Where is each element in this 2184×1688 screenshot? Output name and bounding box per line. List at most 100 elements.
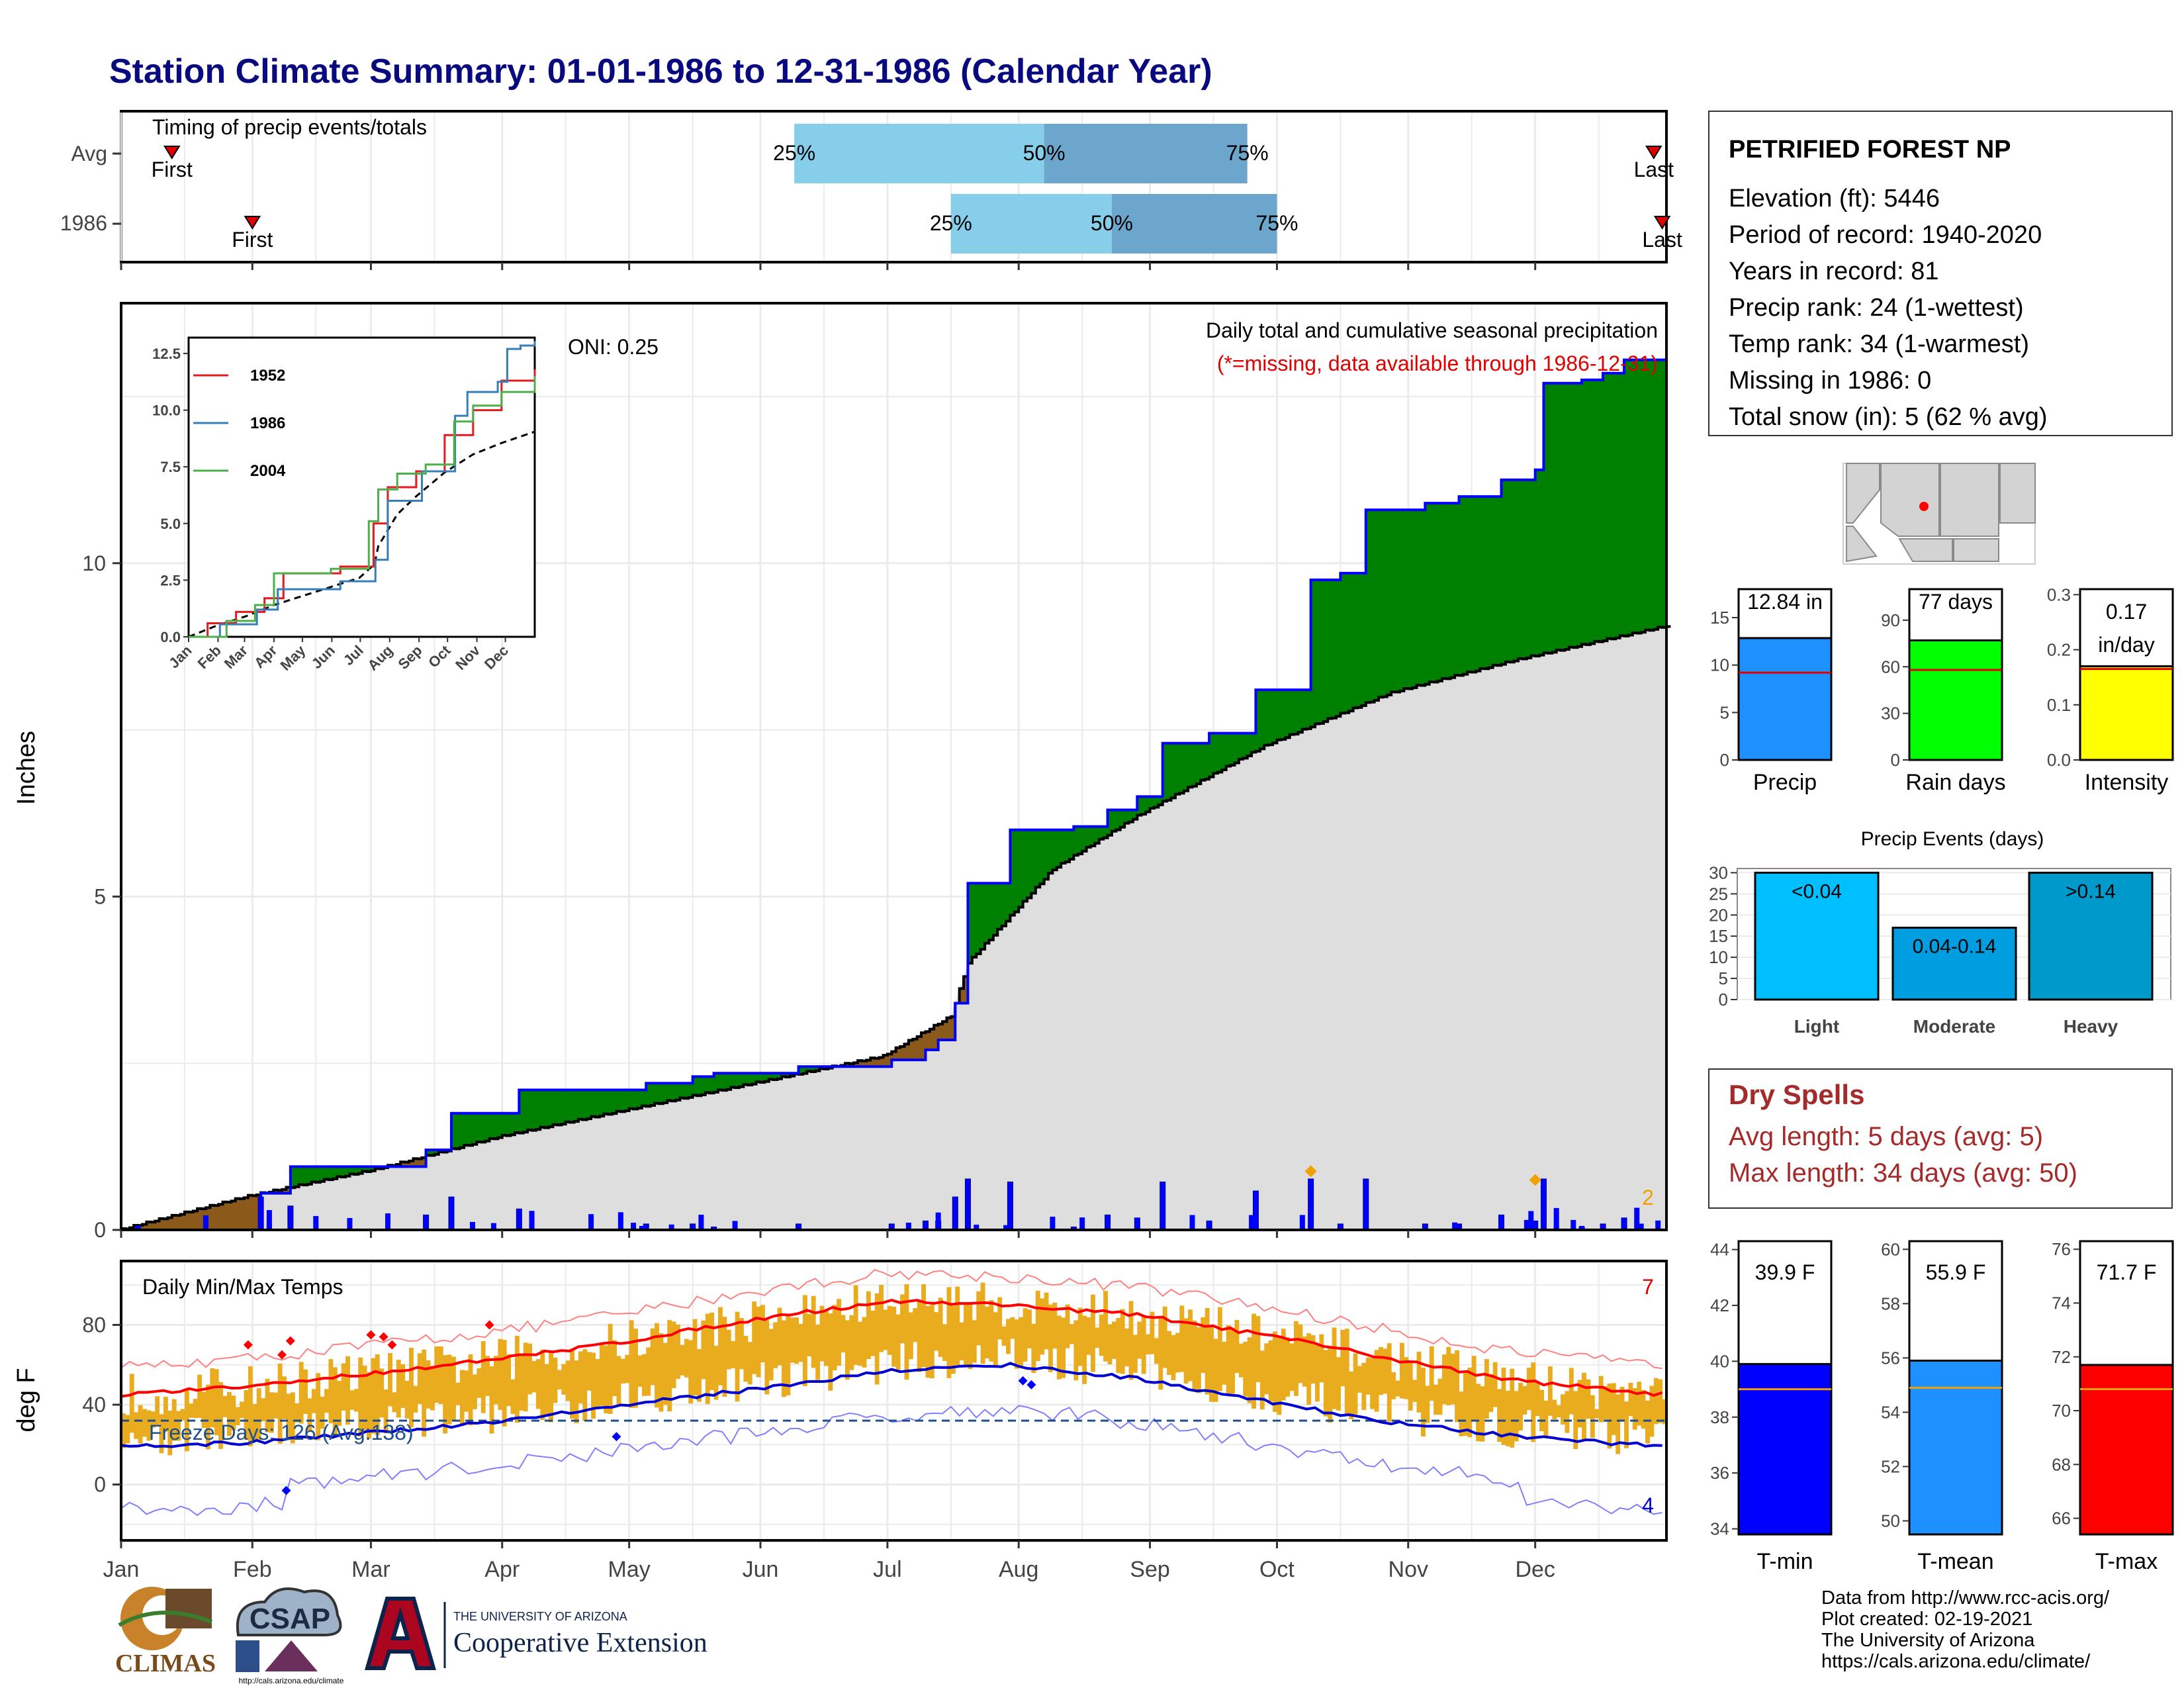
daily-temp-bar (443, 1355, 448, 1434)
daily-precip-bar (952, 1196, 958, 1231)
daily-temp-bar (586, 1352, 592, 1391)
temp-bar-value: 55.9 F (1926, 1260, 1986, 1284)
daily-temp-bar (1285, 1337, 1291, 1397)
daily-temp-bar (722, 1317, 727, 1397)
daily-temp-bar (506, 1354, 512, 1407)
cumulative-difference-fill (1365, 510, 1371, 703)
month-label: Mar (351, 1557, 390, 1582)
cumulative-difference-fill (1446, 503, 1451, 679)
daily-temp-bar (591, 1352, 596, 1419)
cumulative-difference-fill (1243, 733, 1248, 759)
daily-temp-bar (1213, 1338, 1218, 1402)
cumulative-difference-fill (1632, 359, 1637, 633)
cumulative-difference-fill (1416, 510, 1422, 686)
cumulative-difference-fill (722, 1073, 727, 1091)
daily-temp-bar (760, 1305, 765, 1363)
daily-precip-bar (1634, 1207, 1640, 1230)
daily-temp-bar (193, 1399, 198, 1419)
last-event-marker (1653, 216, 1671, 230)
cumulative-difference-fill (1412, 510, 1418, 688)
cumulative-difference-fill (997, 883, 1003, 929)
daily-temp-bar (1243, 1341, 1248, 1397)
timing-label-25: 25% (773, 141, 815, 165)
record-high-marker (277, 1350, 287, 1360)
daily-temp-bar (514, 1335, 520, 1423)
daily-temp-bar (493, 1356, 498, 1405)
cumulative-difference-fill (1556, 383, 1561, 650)
cumulative-difference-fill (231, 1201, 236, 1230)
daily-temp-bar (858, 1321, 863, 1366)
summary-bar-intensity (2079, 665, 2174, 761)
summary-bar-tick-label: 5 (1720, 702, 1729, 722)
daily-temp-bar (1378, 1346, 1383, 1395)
daily-temp-bar (595, 1359, 600, 1407)
cumulative-difference-fill (197, 1208, 203, 1230)
daily-temp-bar (273, 1392, 279, 1419)
daily-temp-bar (341, 1363, 346, 1411)
footer-line: Data from http://www.rcc-acis.org/ (1821, 1587, 2110, 1609)
cumulative-difference-fill (790, 1073, 795, 1076)
daily-temp-bar (1429, 1346, 1434, 1401)
cumulative-difference-fill (586, 1090, 592, 1119)
cumulative-difference-fill (1374, 510, 1379, 700)
cumulative-difference-fill (1433, 503, 1439, 682)
cumulative-difference-fill (883, 1055, 888, 1067)
daily-temp-bar (1463, 1373, 1468, 1436)
cumulative-difference-fill (413, 1158, 418, 1167)
cumulative-difference-fill (248, 1195, 253, 1230)
csap-logo[interactable]: CSAP http://cals.arizona.edu/climate (236, 1587, 344, 1685)
temp-bar-tick-label: 60 (1881, 1239, 1900, 1259)
daily-temp-bar (1336, 1357, 1341, 1411)
daily-temp-bar (392, 1392, 397, 1413)
daily-precip-bar (266, 1209, 272, 1230)
cumulative-difference-fill (1510, 479, 1515, 663)
cumulative-difference-fill (1484, 496, 1489, 669)
dry-spells-box: Dry Spells Avg length: 5 days (avg: 5) M… (1708, 1068, 2173, 1209)
daily-temp-bar (269, 1392, 274, 1433)
daily-precip-bar (448, 1196, 455, 1231)
station-box: PETRIFIED FOREST NP Elevation (ft): 5446… (1708, 111, 2173, 436)
temp-bar-tick-label: 36 (1710, 1463, 1729, 1483)
daily-temp-bar (964, 1302, 968, 1366)
daily-temp-bar (1437, 1378, 1443, 1415)
daily-temp-bar (519, 1355, 524, 1411)
timing-label-50: 50% (1091, 211, 1133, 235)
timing-label-50: 50% (1023, 141, 1066, 165)
climas-logo[interactable]: CLIMAS (115, 1587, 216, 1677)
daily-precip-bar (287, 1205, 294, 1231)
month-label: Sep (1130, 1557, 1170, 1582)
ua-cooperative-extension-logo[interactable]: THE UNIVERSITY OF ARIZONA Cooperative Ex… (365, 1597, 707, 1670)
cumulative-difference-fill (1073, 826, 1079, 855)
ua-a-mark (365, 1597, 436, 1670)
daily-temp-bar (980, 1282, 985, 1364)
daily-temp-bar (1027, 1309, 1032, 1348)
daily-temp-bar (1518, 1382, 1523, 1431)
daily-temp-bar (823, 1310, 829, 1366)
events-bar-heavy (2028, 871, 2154, 1001)
cumulative-difference-fill (807, 1066, 812, 1072)
daily-precip-bar (1570, 1219, 1576, 1230)
cumulative-difference-fill (1535, 469, 1540, 657)
month-label: Dec (1515, 1557, 1555, 1582)
temp-bar-t-min (1737, 1363, 1833, 1536)
daily-temp-bar (697, 1349, 702, 1402)
daily-precip-bar (935, 1212, 941, 1230)
daily-temp-bar (1586, 1379, 1591, 1419)
daily-temp-bar (1167, 1331, 1172, 1376)
daily-precip-bar (1528, 1211, 1534, 1230)
cumulative-difference-fill (671, 1083, 676, 1102)
cumulative-difference-fill (604, 1090, 609, 1114)
cumulative-difference-fill (718, 1073, 723, 1090)
cumulative-difference-fill (498, 1113, 503, 1138)
cumulative-difference-fill (895, 1047, 901, 1060)
cumulative-difference-fill (316, 1166, 321, 1183)
daily-temp-bar (1446, 1346, 1451, 1405)
daily-temp-bar (1073, 1320, 1079, 1381)
daily-temp-bar (985, 1306, 989, 1359)
daily-temp-bar (1332, 1327, 1337, 1409)
daily-temp-bar (1353, 1353, 1358, 1415)
daily-temp-bar (574, 1360, 579, 1424)
daily-temp-bar (214, 1369, 219, 1436)
temp-count-lo: 4 (1642, 1493, 1654, 1517)
cumulative-difference-fill (934, 1025, 939, 1051)
